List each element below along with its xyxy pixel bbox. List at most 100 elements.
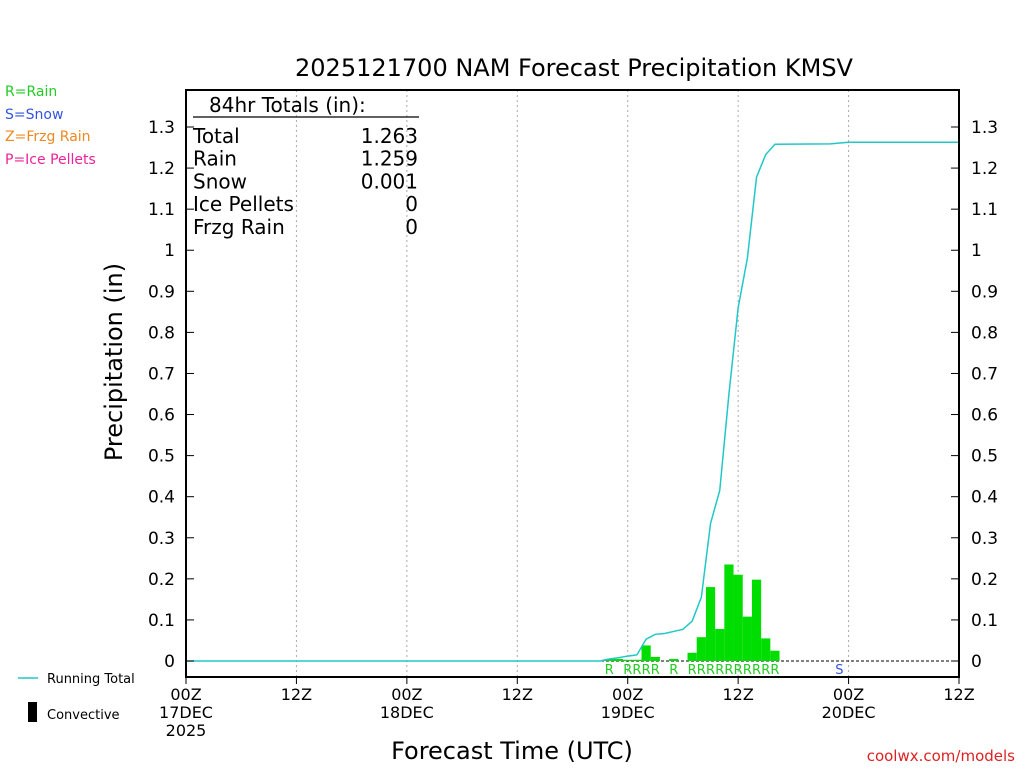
- legend-running-total: Running Total: [47, 672, 135, 687]
- precip-bar: [742, 616, 752, 661]
- y-tick-label-left: 0.3: [148, 529, 175, 549]
- ptype-marker: R: [605, 663, 614, 678]
- totals-row-value: 1.263: [361, 124, 418, 148]
- x-tick-label: 00Z: [391, 685, 422, 704]
- y-tick-label-left: 0.2: [148, 570, 175, 590]
- ptype-marker: R: [651, 663, 660, 678]
- totals-row-label: Rain: [193, 147, 237, 171]
- y-tick-label-left: 0.1: [148, 611, 175, 631]
- running-total-series: [186, 141, 959, 662]
- ptype-marker: R: [752, 663, 761, 678]
- totals-row-label: Total: [192, 124, 240, 148]
- y-tick-label-right: 1.1: [971, 200, 998, 220]
- x-tick-label: 19DEC: [601, 703, 655, 722]
- legend-snow: S=Snow: [5, 107, 63, 123]
- ptype-marker: R: [734, 663, 743, 678]
- x-tick-label: 00Z: [170, 685, 201, 704]
- x-tick-label: 20DEC: [822, 703, 876, 722]
- ptype-marker: R: [715, 663, 724, 678]
- y-tick-label-left: 1.2: [148, 159, 175, 179]
- ptype-marker: R: [706, 663, 715, 678]
- ptype-marker: R: [724, 663, 733, 678]
- ptype-marker: R: [743, 663, 752, 678]
- x-tick-label: 00Z: [612, 685, 643, 704]
- y-tick-label-left: 0.6: [148, 406, 175, 426]
- x-tick-label: 12Z: [722, 685, 753, 704]
- y-tick-label-left: 0: [164, 652, 175, 672]
- precip-bar: [770, 650, 780, 661]
- x-tick-label: 12Z: [943, 685, 974, 704]
- y-tick-label-right: 1: [971, 241, 982, 261]
- y-tick-label-left: 1: [164, 241, 175, 261]
- legend-rain: R=Rain: [5, 84, 57, 100]
- y-tick-label-right: 0.6: [971, 406, 998, 426]
- y-tick-label-right: 0.4: [971, 488, 998, 508]
- y-tick-label-right: 0.3: [971, 529, 998, 549]
- x-tick-label: 2025: [166, 721, 207, 740]
- totals-heading: 84hr Totals (in):: [209, 93, 366, 117]
- precip-bars: [604, 564, 780, 661]
- x-tick-label: 12Z: [502, 685, 533, 704]
- x-tick-label: 00Z: [833, 685, 864, 704]
- precip-bar: [696, 637, 706, 661]
- legend-convective: Convective: [47, 708, 120, 723]
- y-tick-label-left: 0.5: [148, 447, 175, 467]
- y-tick-label-left: 0.8: [148, 323, 175, 343]
- ptype-marker: R: [632, 663, 641, 678]
- plot-area-frame: [185, 89, 960, 678]
- totals-row-value: 0.001: [361, 169, 418, 193]
- ptype-marker: R: [770, 663, 779, 678]
- y-tick-label-left: 0.9: [148, 282, 175, 302]
- precip-bar: [761, 638, 771, 661]
- totals-box: 84hr Totals (in): Total 1.263 Rain 1.259 Sno…: [192, 93, 419, 239]
- ptype-marker: R: [623, 663, 632, 678]
- totals-row-label: Ice Pellets: [193, 192, 294, 216]
- y-tick-label-right: 0.7: [971, 364, 998, 384]
- x-tick-label: 17DEC: [159, 703, 213, 722]
- y-axis-label: Precipitation (in): [100, 263, 128, 461]
- y-tick-label-right: 0: [971, 652, 982, 672]
- x-tick-label: 18DEC: [380, 703, 434, 722]
- y-tick-label-right: 0.5: [971, 447, 998, 467]
- legend-ice-pellets: P=Ice Pellets: [5, 152, 96, 168]
- ptype-marker: R: [669, 663, 678, 678]
- precip-bar: [687, 652, 697, 661]
- y-tick-label-right: 0.1: [971, 611, 998, 631]
- totals-row-value: 1.259: [361, 147, 418, 171]
- chart-title: 2025121700 NAM Forecast Precipitation KM…: [295, 54, 854, 82]
- totals-row-label: Frzg Rain: [193, 215, 285, 239]
- precip-bar: [613, 658, 624, 661]
- x-axis-label: Forecast Time (UTC): [391, 737, 633, 765]
- precip-bar: [751, 579, 762, 661]
- y-axis-ticks: 0 00.1 0.10.2 0.20.3 0.30.4 0.40.5 0.50.6 0.60.…: [148, 118, 998, 672]
- totals-row-value: 0: [405, 192, 418, 216]
- ptype-marker: R: [688, 663, 697, 678]
- y-tick-label-right: 0.2: [971, 570, 998, 590]
- precip-bar: [724, 564, 734, 661]
- y-tick-label-right: 0.8: [971, 323, 998, 343]
- ptype-marker: R: [642, 663, 651, 678]
- precip-bar: [641, 645, 651, 661]
- y-tick-label-left: 1.3: [148, 118, 175, 138]
- ptype-marker: R: [761, 663, 770, 678]
- y-tick-label-right: 1.2: [971, 159, 998, 179]
- precip-bar: [715, 628, 725, 661]
- running-total-line: [186, 141, 959, 662]
- precip-bar: [650, 656, 660, 661]
- precip-bar: [669, 658, 679, 661]
- totals-row-label: Snow: [193, 169, 247, 193]
- y-tick-label-left: 0.7: [148, 364, 175, 384]
- x-tick-label: 12Z: [281, 685, 312, 704]
- source-credit: coolwx.com/models: [867, 747, 1015, 765]
- totals-row-value: 0: [405, 215, 418, 239]
- precip-bar: [733, 574, 743, 661]
- y-tick-label-left: 0.4: [148, 488, 175, 508]
- totals-rows: Total 1.263 Rain 1.259 Snow 0.001 Ice Pellets 0…: [192, 124, 418, 239]
- ptype-marker: S: [835, 663, 843, 678]
- y-tick-label-right: 0.9: [971, 282, 998, 302]
- precip-bar: [604, 658, 614, 661]
- y-tick-label-right: 1.3: [971, 118, 998, 138]
